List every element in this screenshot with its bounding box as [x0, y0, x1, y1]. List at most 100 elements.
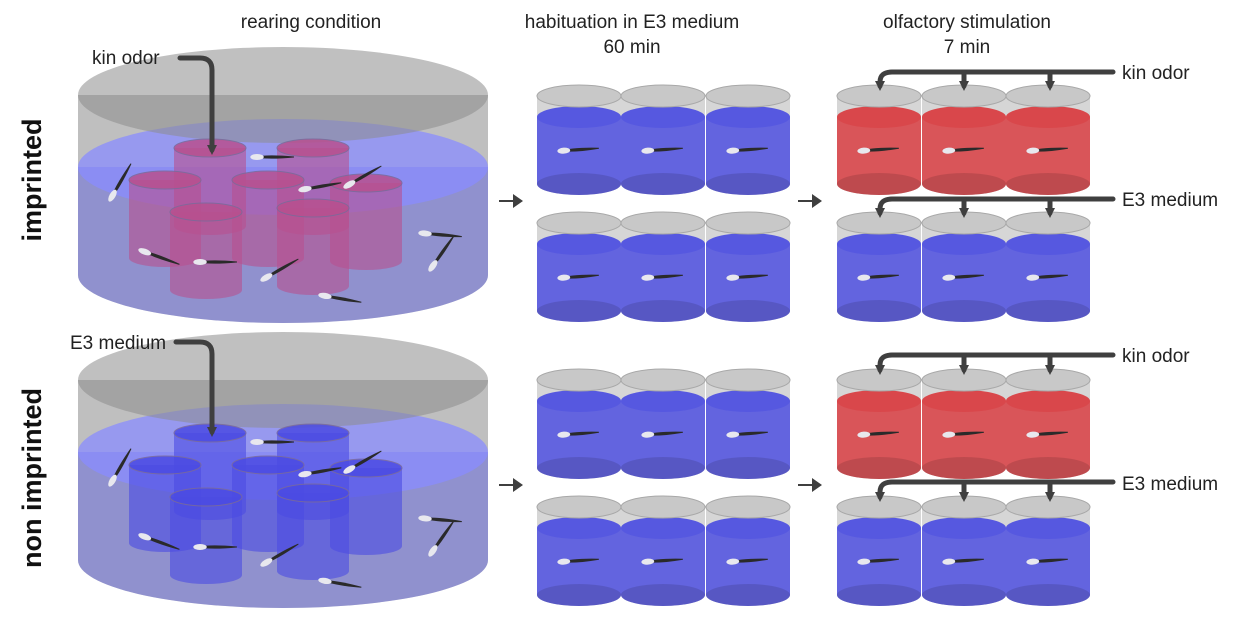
fish-icon — [250, 154, 294, 160]
stimulation-tank — [1005, 211, 1091, 322]
fish-icon — [726, 431, 768, 438]
rearing-input-label-non-imprinted: E3 medium — [70, 333, 166, 354]
stimulation-tank — [921, 84, 1007, 195]
stimulation-tank — [921, 495, 1007, 606]
fish-icon — [428, 520, 455, 557]
fish-icon — [343, 450, 382, 474]
bent-arrow-icon — [875, 196, 1116, 218]
fish-icon — [418, 230, 462, 238]
fish-icon — [557, 558, 599, 565]
habituation-tank — [620, 368, 706, 479]
fish-icon — [557, 274, 599, 281]
fish-icon — [250, 439, 294, 445]
stimulus-label-non-imprinted-e3: E3 medium — [1122, 474, 1218, 495]
header-habituation: habituation in E3 medium — [525, 12, 739, 33]
habituation-tank — [705, 368, 791, 479]
fish-icon — [108, 448, 132, 487]
habituation-tank — [536, 211, 622, 322]
fish-icon — [857, 274, 899, 281]
fish-icon — [1026, 274, 1068, 281]
fish-icon — [1026, 147, 1068, 154]
rearing-dish-imprinted — [78, 47, 488, 323]
habituation-tank — [705, 84, 791, 195]
fish-icon — [418, 515, 462, 523]
test-tanks — [536, 84, 1091, 606]
bent-arrow-icon — [875, 69, 1116, 91]
bent-arrow-icon — [875, 352, 1116, 375]
bent-arrow-icon — [173, 339, 217, 437]
fish-icon — [298, 182, 342, 193]
row-label-imprinted: imprinted — [17, 118, 47, 241]
inner-cylinder — [169, 487, 243, 584]
fish-icon — [1026, 431, 1068, 438]
fish-icon — [138, 533, 180, 550]
habituation-tank — [620, 211, 706, 322]
fish-icon — [641, 431, 683, 438]
fish-icon — [641, 558, 683, 565]
fish-icon — [942, 274, 984, 281]
stimulation-tank — [1005, 495, 1091, 606]
habituation-tank — [536, 368, 622, 479]
header-stimulation-duration: 7 min — [944, 37, 990, 58]
fish-icon — [260, 258, 299, 282]
inner-cylinder — [169, 202, 243, 299]
habituation-tank — [536, 84, 622, 195]
fish-icon — [857, 431, 899, 438]
fish-icon — [298, 467, 342, 478]
inner-cylinder — [276, 198, 350, 295]
fish-icon — [557, 431, 599, 438]
fish-icon — [193, 259, 237, 265]
bent-arrow-icon — [177, 55, 217, 155]
fish-icon — [641, 274, 683, 281]
fish-icon — [942, 558, 984, 565]
stimulation-tank — [921, 368, 1007, 479]
bent-arrow-icon — [875, 479, 1116, 502]
fish-icon — [942, 147, 984, 154]
fish-icon — [108, 163, 132, 202]
stimulus-label-imprinted-kin: kin odor — [1122, 63, 1190, 84]
stimulation-tank — [1005, 368, 1091, 479]
stimulation-tank — [1005, 84, 1091, 195]
header-rearing: rearing condition — [241, 12, 381, 33]
fish-icon — [193, 544, 237, 550]
inner-cylinder — [276, 483, 350, 580]
fish-icon — [942, 431, 984, 438]
right-arrow-icon — [499, 478, 523, 492]
stimulation-tank — [836, 211, 922, 322]
fish-icon — [260, 543, 299, 567]
fish-icon — [726, 558, 768, 565]
fish-icon — [857, 558, 899, 565]
habituation-tank — [536, 495, 622, 606]
row-label-non-imprinted: non imprinted — [17, 388, 47, 568]
fish-icon — [343, 165, 382, 189]
right-arrow-icon — [499, 194, 523, 208]
fish-icon — [138, 248, 180, 265]
stimulus-label-imprinted-e3: E3 medium — [1122, 190, 1218, 211]
fish-icon — [857, 147, 899, 154]
habituation-tank — [705, 211, 791, 322]
right-arrow-icon — [798, 478, 822, 492]
habituation-tank — [620, 495, 706, 606]
header-habituation-duration: 60 min — [603, 37, 660, 58]
flow-arrows — [173, 55, 1116, 502]
stimulation-tank — [836, 84, 922, 195]
rearing-dishes — [78, 47, 488, 608]
fish-icon — [641, 147, 683, 154]
stimulation-tank — [836, 495, 922, 606]
habituation-tank — [620, 84, 706, 195]
fish-icon — [557, 147, 599, 154]
fish-icon — [1026, 558, 1068, 565]
stimulation-tank — [921, 211, 1007, 322]
fish-icon — [428, 235, 455, 272]
fish-icon — [726, 147, 768, 154]
header-stimulation: olfactory stimulation — [883, 12, 1051, 33]
habituation-tank — [705, 495, 791, 606]
stimulation-tank — [836, 368, 922, 479]
fish-icon — [318, 292, 362, 303]
fish-icon — [726, 274, 768, 281]
stimulus-label-non-imprinted-kin: kin odor — [1122, 346, 1190, 367]
rearing-dish-non-imprinted — [78, 332, 488, 608]
right-arrow-icon — [798, 194, 822, 208]
fish-icon — [318, 577, 362, 588]
